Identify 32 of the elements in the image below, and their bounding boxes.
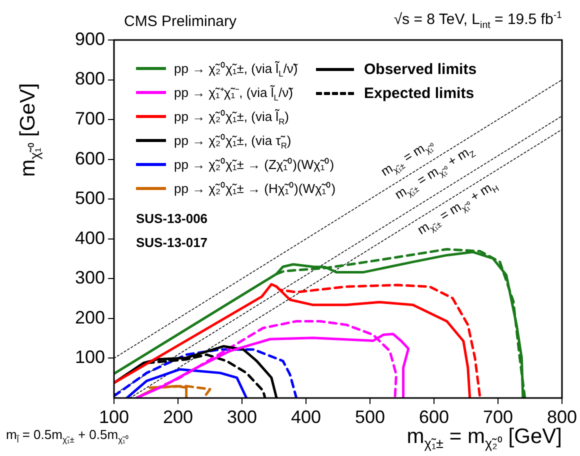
annotation: SUS-13-006 [136, 211, 208, 226]
annotation: Observed limits [364, 61, 477, 78]
x-tick-label: 800 [546, 406, 578, 427]
line-series [114, 348, 298, 398]
legend-label: pp → χ̃₂⁰χ̃₁±, (via l̃$_{R}$) [174, 109, 290, 127]
y-tick-label: 900 [74, 28, 105, 49]
y-tick-label: 200 [74, 307, 105, 328]
annotation: Expected limits [364, 85, 474, 102]
y-tick-label: 400 [74, 228, 105, 248]
x-tick-label: 300 [226, 406, 258, 427]
x-tick-label: 700 [482, 406, 514, 427]
x-axis-title: m$_{χ̃₁±}$ = m$_{χ̃₂⁰}$ [GeV] [406, 425, 562, 452]
annotation: SUS-13-017 [136, 235, 208, 250]
y-tick-label: 100 [74, 347, 105, 368]
legend-label: pp → χ̃₂⁰χ̃₁±, (via l̃$_{L}$/ν̃) [174, 61, 298, 79]
y-tick-label: 300 [74, 268, 105, 288]
x-tick-label: 100 [98, 406, 130, 427]
x-tick-label: 600 [418, 406, 450, 427]
legend-label: pp → χ̃₂⁰χ̃₁±, (via τ̃$_{R}$) [174, 133, 292, 151]
text: m$_{l̃}$ = 0.5m$_{χ̃₁±}$ + 0.5m$_{χ̃₁⁰}$ [6, 427, 128, 445]
legend-label: pp → χ̃₁⁺χ̃₁⁻, (via l̃$_{L}$/ν̃) [174, 85, 293, 103]
x-tick-label: 400 [290, 406, 322, 427]
y-tick-label: 800 [74, 68, 105, 89]
x-tick-label: 200 [162, 406, 194, 427]
x-tick-label: 500 [354, 406, 386, 427]
legend-label: pp → χ̃₂⁰χ̃₁± → (Hχ̃₁⁰)(Wχ̃₁⁰) [174, 181, 336, 196]
legend-label: pp → χ̃₂⁰χ̃₁± → (Zχ̃₁⁰)(Wχ̃₁⁰) [174, 157, 334, 172]
chart-subtitle: √s = 8 TeV, L$_{int}$ = 19.5 fb$^{-1}$ [394, 10, 562, 31]
chart-title: CMS Preliminary [124, 13, 237, 30]
y-tick-label: 600 [74, 148, 105, 168]
y-tick-label: 500 [74, 188, 105, 208]
y-tick-label: 700 [74, 108, 105, 129]
